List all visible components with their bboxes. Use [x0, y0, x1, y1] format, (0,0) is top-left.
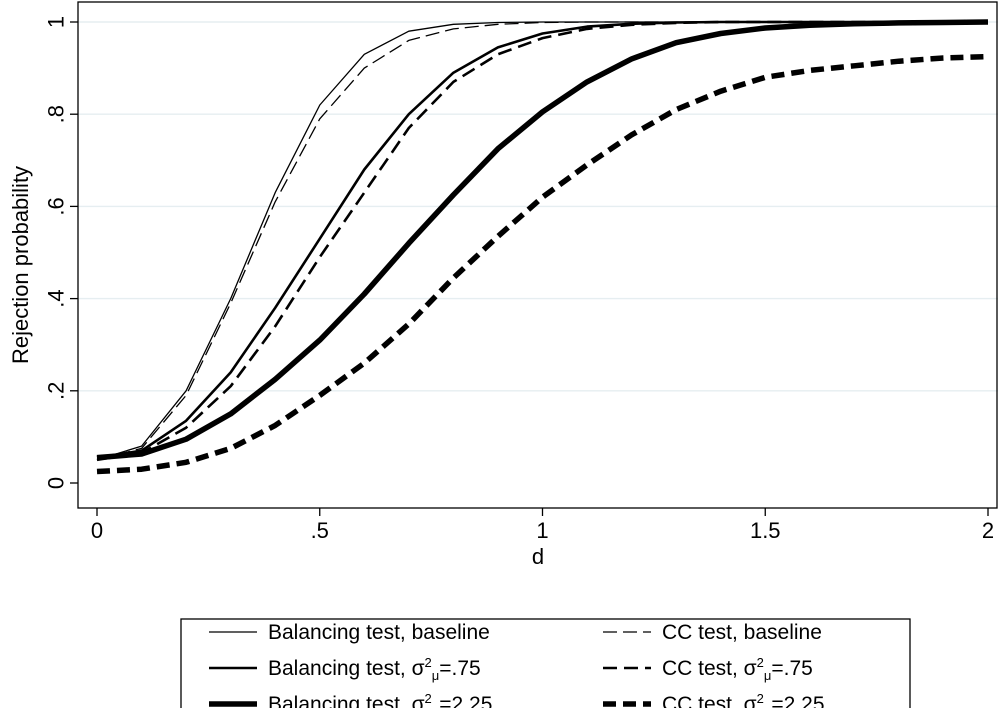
x-tick-label: 0 [91, 518, 103, 543]
y-axis: 0 .2 .4 .6 .8 1 [44, 16, 78, 489]
legend-label-2: CC test, baseline [662, 621, 822, 644]
x-tick-label: 2 [982, 518, 994, 543]
legend-label-1: Balancing test, baseline [268, 621, 490, 644]
series-lines [96, 19, 989, 475]
legend-label-3: Balancing test, σ2μ=.75 [268, 655, 481, 683]
series-line-5 [96, 19, 989, 461]
y-tick-label: 1 [44, 16, 69, 28]
plot-area [77, 1, 998, 509]
legend-box [180, 618, 911, 708]
y-tick-label: .4 [44, 289, 69, 307]
x-tick-label: .5 [311, 518, 329, 543]
legend-label-6: CC test, σ2μ=2.25 [662, 691, 825, 708]
legend-label-4: CC test, σ2μ=.75 [662, 655, 813, 683]
y-tick-label: 0 [44, 477, 69, 489]
y-axis-title: Rejection probability [8, 166, 33, 364]
x-tick-label: 1 [536, 518, 548, 543]
legend-label-5: Balancing test, σ2μ=2.25 [268, 691, 492, 708]
legend: Balancing test, baseline CC test, baselin… [180, 618, 911, 708]
series-line-6 [96, 53, 989, 475]
y-tick-label: .8 [44, 105, 69, 123]
y-tick-label: .2 [44, 382, 69, 400]
y-tick-label: .6 [44, 197, 69, 215]
x-axis-title: d [532, 544, 544, 569]
x-tick-label: 1.5 [750, 518, 781, 543]
x-axis: 0 .5 1 1.5 2 [91, 508, 994, 543]
